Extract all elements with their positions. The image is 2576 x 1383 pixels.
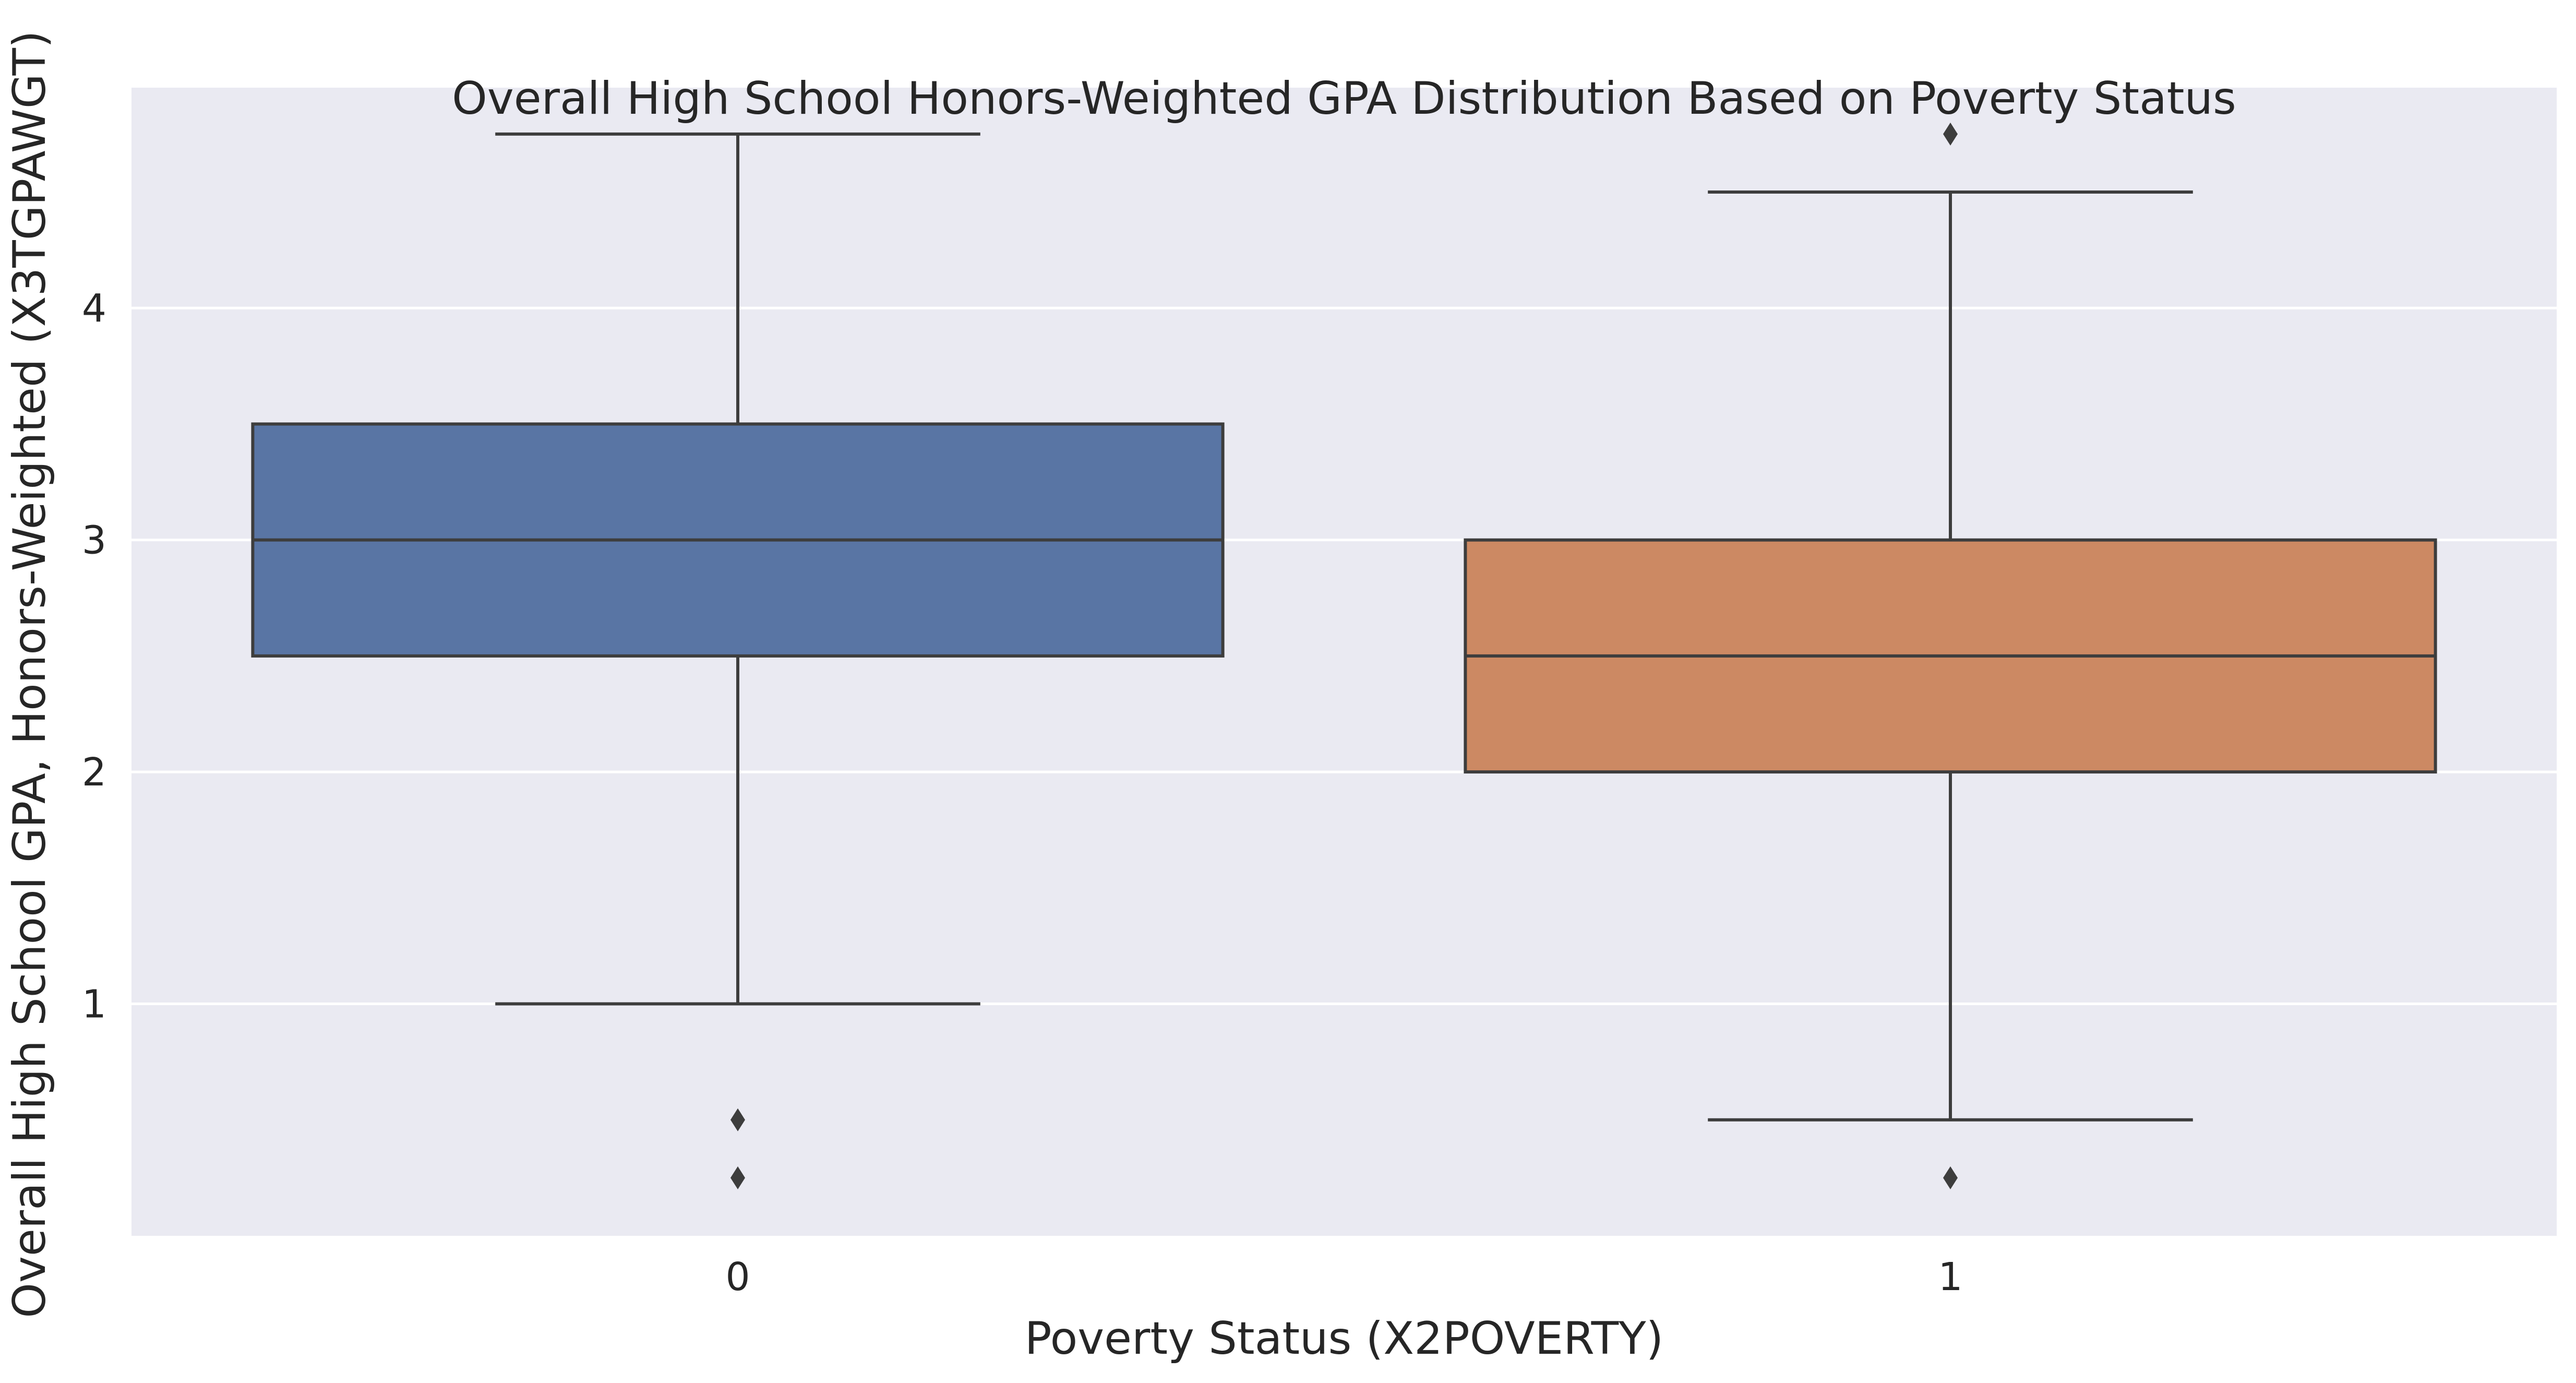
outlier-point xyxy=(1943,122,1958,146)
y-tick-labels: 1 2 3 4 xyxy=(82,286,106,1027)
chart-title: Overall High School Honors-Weighted GPA … xyxy=(452,73,2236,125)
x-axis-label: Poverty Status (X2POVERTY) xyxy=(1025,1313,1663,1365)
boxplots xyxy=(251,122,2437,1189)
y-tick-label-3: 3 xyxy=(82,518,106,563)
y-tick-label-1: 1 xyxy=(82,982,106,1027)
box-group-0 xyxy=(251,132,1225,1189)
x-tick-label-0: 0 xyxy=(725,1255,750,1299)
x-tick-label-1: 1 xyxy=(1938,1255,1962,1299)
box-group-1 xyxy=(1464,122,2437,1189)
y-tick-label-4: 4 xyxy=(82,286,106,331)
outlier-point xyxy=(730,1108,745,1131)
y-tick-label-2: 2 xyxy=(82,750,106,795)
outlier-point xyxy=(730,1166,745,1189)
y-axis-label: Overall High School GPA, Honors-Weighted… xyxy=(4,30,56,1318)
outlier-point xyxy=(1943,1166,1958,1189)
